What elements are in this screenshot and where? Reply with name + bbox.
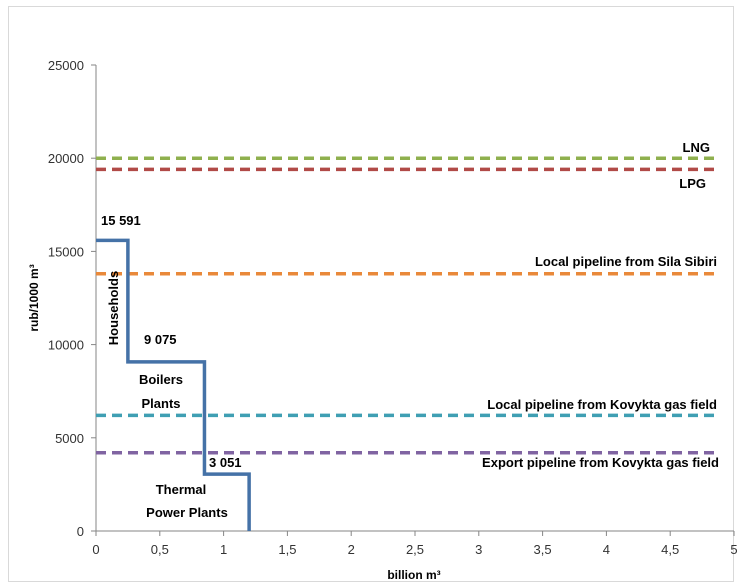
line-label-kovykta-export: Export pipeline from Kovykta gas field: [482, 455, 719, 470]
x-tick-label: 2: [348, 542, 355, 557]
y-axis-title: rub/1000 m³: [27, 264, 41, 331]
y-tick-label: 15000: [48, 244, 84, 259]
price-lines: [96, 156, 720, 455]
segment-label-tpp-line1: Thermal: [156, 482, 207, 497]
y-tick-label: 0: [77, 524, 84, 539]
demand-curve: [96, 238, 251, 531]
line-label-lpg: LPG: [679, 176, 706, 191]
x-tick-label: 4: [603, 542, 610, 557]
x-tick-label: 1,5: [278, 542, 296, 557]
x-tick-label: 0: [92, 542, 99, 557]
segment-label-households: Households: [106, 271, 121, 345]
x-axis-title: billion m³: [387, 568, 440, 582]
y-tick-label: 10000: [48, 338, 84, 353]
x-tick-label: 3,5: [534, 542, 552, 557]
y-ticks: 0 5000 10000 15000 20000 25000: [48, 58, 96, 539]
y-tick-label: 5000: [55, 431, 84, 446]
x-tick-label: 3: [475, 542, 482, 557]
x-tick-label: 1: [220, 542, 227, 557]
x-tick-label: 0,5: [151, 542, 169, 557]
segment-label-boilers-line1: Boilers: [139, 372, 183, 387]
x-tick-label: 5: [730, 542, 737, 557]
segment-label-tpp-line2: Power Plants: [146, 505, 228, 520]
x-ticks: 0 0,5 1 1,5 2 2,5 3 3,5 4 4,5 5: [92, 531, 737, 557]
y-tick-label: 25000: [48, 58, 84, 73]
line-label-sila-sibiri: Local pipeline from Sila Sibiri: [535, 254, 717, 269]
value-label-tpp: 3 051: [209, 455, 242, 470]
line-label-lng: LNG: [683, 140, 710, 155]
x-tick-label: 2,5: [406, 542, 424, 557]
annotations: billion m³ rub/1000 m³ 15 591 9 075 3 05…: [27, 140, 719, 582]
demand-step-line: [96, 238, 251, 531]
value-label-boilers: 9 075: [144, 332, 177, 347]
value-label-households: 15 591: [101, 213, 141, 228]
x-tick-label: 4,5: [661, 542, 679, 557]
segment-label-boilers-line2: Plants: [141, 396, 180, 411]
line-label-kovykta-local: Local pipeline from Kovykta gas field: [487, 397, 717, 412]
y-tick-label: 20000: [48, 151, 84, 166]
